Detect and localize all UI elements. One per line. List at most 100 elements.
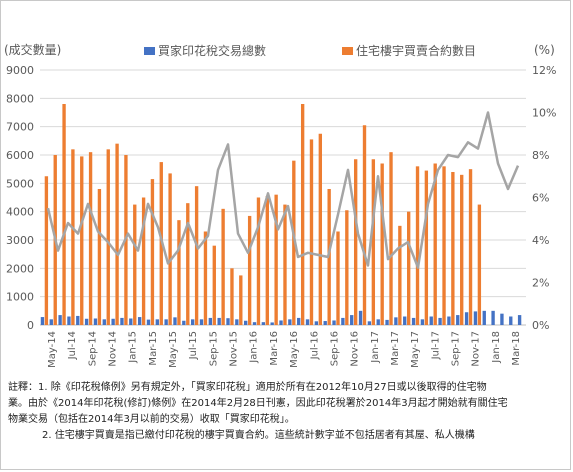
legend-label-residential: 住宅樓宇買賣合約數目: [356, 43, 476, 58]
y-left-tick-label: 8000: [6, 92, 34, 105]
bar-stamp-duty: [155, 319, 159, 325]
footnote-line-2: 業。由於《2014年印花稅(修訂)條例》在2014年2月28日刊憲，因此印花稅署…: [8, 398, 508, 409]
bar-residential: [106, 149, 110, 325]
x-tick-label: Sep-16: [329, 331, 340, 366]
x-tick-label: Mar-16: [269, 331, 280, 366]
y-left-tick-label: 9000: [6, 64, 34, 77]
x-tick-label: Jul-17: [430, 331, 441, 360]
bar-stamp-duty: [102, 319, 106, 325]
bar-stamp-duty: [394, 317, 398, 325]
bar-residential: [451, 172, 455, 325]
bar-stamp-duty: [137, 317, 142, 325]
bar-residential: [345, 210, 349, 325]
bar-residential: [398, 225, 402, 325]
bar-residential: [194, 186, 199, 325]
bar-residential: [177, 220, 181, 325]
y-right-tick-label: 0%: [532, 319, 549, 332]
y-left-tick-label: 1000: [6, 291, 34, 304]
footnote-line-4: 2. 住宅樓宇買賣是指已繳付印花稅的樓宇買賣合約。這些統計數字並不包括居者有其屋…: [42, 430, 475, 441]
bar-stamp-duty: [350, 315, 354, 325]
bar-residential: [239, 275, 243, 325]
bar-residential: [407, 211, 411, 325]
bar-stamp-duty: [49, 319, 53, 325]
bar-stamp-duty: [111, 318, 115, 325]
bar-stamp-duty: [305, 319, 310, 325]
x-tick-label: Mar-15: [148, 331, 159, 366]
bar-residential: [362, 125, 367, 325]
bar-stamp-duty: [129, 318, 133, 325]
x-tick-label: Nov-14: [108, 331, 119, 367]
bar-stamp-duty: [447, 316, 451, 325]
bar-stamp-duty: [261, 322, 266, 325]
bar-residential: [389, 152, 393, 325]
legend-swatch-stamp: [144, 47, 155, 55]
bar-stamp-duty: [420, 319, 425, 325]
bar-stamp-duty: [509, 316, 513, 325]
bar-residential: [283, 204, 287, 325]
bar-stamp-duty: [464, 312, 469, 325]
bar-residential: [415, 166, 420, 325]
bar-stamp-duty: [146, 319, 151, 325]
bar-stamp-duty: [314, 321, 319, 325]
y-right-tick-label: 4%: [532, 234, 549, 247]
bar-residential: [433, 163, 437, 325]
y-left-tick-label: 5000: [6, 177, 34, 190]
bar-stamp-duty: [217, 317, 221, 325]
bar-residential: [380, 163, 384, 325]
bar-residential: [265, 196, 269, 325]
bar-residential: [468, 169, 473, 325]
y-left-tick-label: 2000: [6, 262, 34, 275]
y-left-tick-label: 0: [27, 319, 34, 332]
y-left-tick-label: 6000: [6, 149, 34, 162]
axes: 0 1000 2000 3000 4000 5000 6000 7000 8000 9000 0% 2…: [6, 64, 556, 368]
x-tick-label: Jul-15: [188, 331, 199, 360]
bar-residential: [203, 231, 208, 325]
legend-swatch-residential: [342, 47, 353, 55]
x-tick-label: Jan-16: [249, 331, 260, 364]
y-left-axis-title: (成交數量): [4, 42, 61, 57]
bar-residential: [88, 152, 93, 325]
footnotes: 註釋：1. 除《印花稅條例》另有規定外，「買家印花稅」適用於所有在2012年10…: [8, 380, 566, 444]
bar-stamp-duty: [235, 319, 239, 325]
bar-stamp-duty: [500, 313, 504, 325]
legend: 買家印花稅交易總數 住宅樓宇買賣合約數目: [144, 43, 476, 58]
footnote-line-1: 註釋：1. 除《印花稅條例》另有規定外，「買家印花稅」適用於所有在2012年10…: [8, 382, 487, 393]
bar-residential: [230, 268, 234, 325]
bar-stamp-duty: [190, 319, 195, 325]
bar-stamp-duty: [93, 318, 98, 325]
bar-residential: [477, 204, 482, 325]
x-tick-label: Mar-18: [511, 331, 522, 366]
bar-residential: [44, 176, 49, 325]
bar-stamp-duty: [473, 311, 478, 325]
bar-stamp-duty: [456, 315, 460, 325]
bar-residential: [300, 104, 305, 325]
x-tick-label: Jul-14: [67, 331, 78, 360]
x-tick-label: Jul-16: [309, 331, 320, 360]
bar-residential: [247, 215, 252, 325]
x-tick-label: Mar-17: [390, 331, 401, 366]
bar-residential: [115, 143, 119, 325]
bar-residential: [460, 174, 464, 325]
bar-stamp-duty: [429, 316, 433, 325]
y-right-tick-label: 6%: [532, 192, 549, 205]
x-tick-label: Nov-17: [471, 331, 482, 367]
bar-stamp-duty: [226, 318, 230, 325]
bar-residential: [292, 160, 296, 325]
legend-label-stamp: 買家印花稅交易總數: [158, 43, 266, 58]
bar-stamp-duty: [67, 316, 71, 325]
bar-residential: [97, 189, 102, 325]
bar-stamp-duty: [40, 317, 45, 325]
bar-stamp-duty: [288, 319, 292, 325]
bar-stamp-duty: [385, 319, 389, 325]
bar-residential: [150, 179, 155, 325]
bar-residential: [318, 133, 323, 325]
x-tick-label: Nov-15: [229, 331, 240, 367]
x-tick-label: May-15: [168, 331, 179, 368]
bar-stamp-duty: [208, 317, 213, 325]
bar-stamp-duty: [376, 319, 380, 325]
bar-residential: [80, 156, 84, 325]
bar-stamp-duty: [517, 315, 522, 325]
bar-stamp-duty: [491, 310, 495, 325]
bar-stamp-duty: [243, 320, 248, 325]
